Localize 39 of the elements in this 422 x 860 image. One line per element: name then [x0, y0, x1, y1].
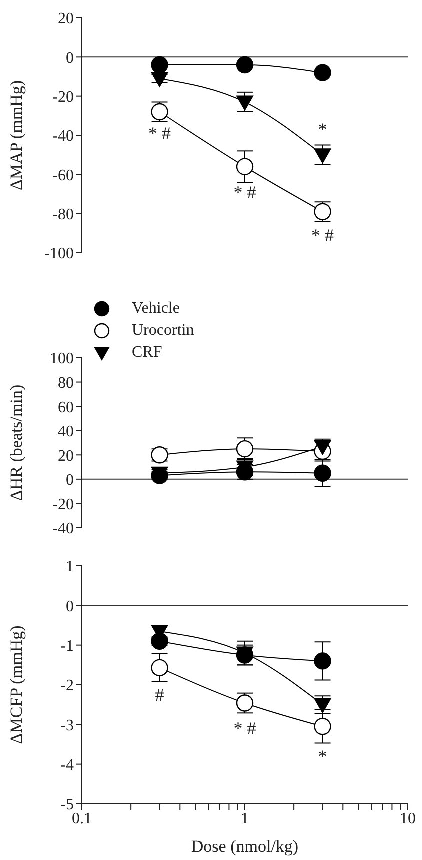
y-tick-label: 1 — [66, 558, 74, 576]
y-tick-label: -40 — [52, 520, 74, 538]
y-tick-label: 80 — [58, 374, 74, 392]
y-tick-label: 100 — [50, 350, 74, 368]
y-tick-label: 40 — [58, 424, 74, 441]
y-tick-label: 60 — [58, 399, 74, 416]
legend-label: Urocortin — [132, 322, 194, 340]
y-tick-label: -60 — [52, 167, 74, 184]
y-tick-label: 0 — [66, 472, 74, 490]
x-tick-label: 1 — [241, 810, 249, 828]
annotation: * # — [234, 718, 256, 739]
y-tick-label: -40 — [52, 128, 74, 146]
y-tick-label: -3 — [60, 717, 74, 734]
y-tick-label: -20 — [52, 89, 74, 106]
y-tick-label: -5 — [60, 796, 74, 814]
y-tick-label: 0 — [66, 50, 74, 67]
annotation: * # — [148, 124, 172, 144]
y-tick-label: -100 — [44, 246, 74, 263]
y-tick-label: -4 — [60, 757, 74, 774]
y-axis-title: ΔMAP (mmHg) — [7, 80, 26, 190]
y-tick-label: -1 — [60, 638, 74, 656]
y-tick-label: 0 — [66, 598, 74, 616]
y-axis-title: ΔMCFP (mmHg) — [7, 626, 26, 744]
annotation: * — [318, 746, 328, 767]
y-tick-label: -20 — [52, 496, 74, 514]
y-tick-label: -80 — [52, 206, 74, 224]
x-axis-title: Dose (nmol/kg) — [191, 837, 299, 856]
legend-label: Vehicle — [132, 300, 180, 318]
x-tick-label: 0.1 — [72, 810, 92, 828]
y-axis-title: ΔHR (beats/min) — [7, 384, 26, 502]
y-tick-label: -2 — [60, 678, 74, 695]
y-tick-label: 20 — [58, 448, 74, 465]
annotation: * — [318, 120, 328, 140]
annotation: * # — [312, 225, 334, 246]
annotation: # — [155, 685, 164, 706]
y-tick-label: 20 — [58, 10, 74, 28]
annotation: * # — [234, 182, 256, 202]
x-tick-label: 10 — [400, 810, 416, 828]
legend-label: CRF — [132, 344, 162, 362]
